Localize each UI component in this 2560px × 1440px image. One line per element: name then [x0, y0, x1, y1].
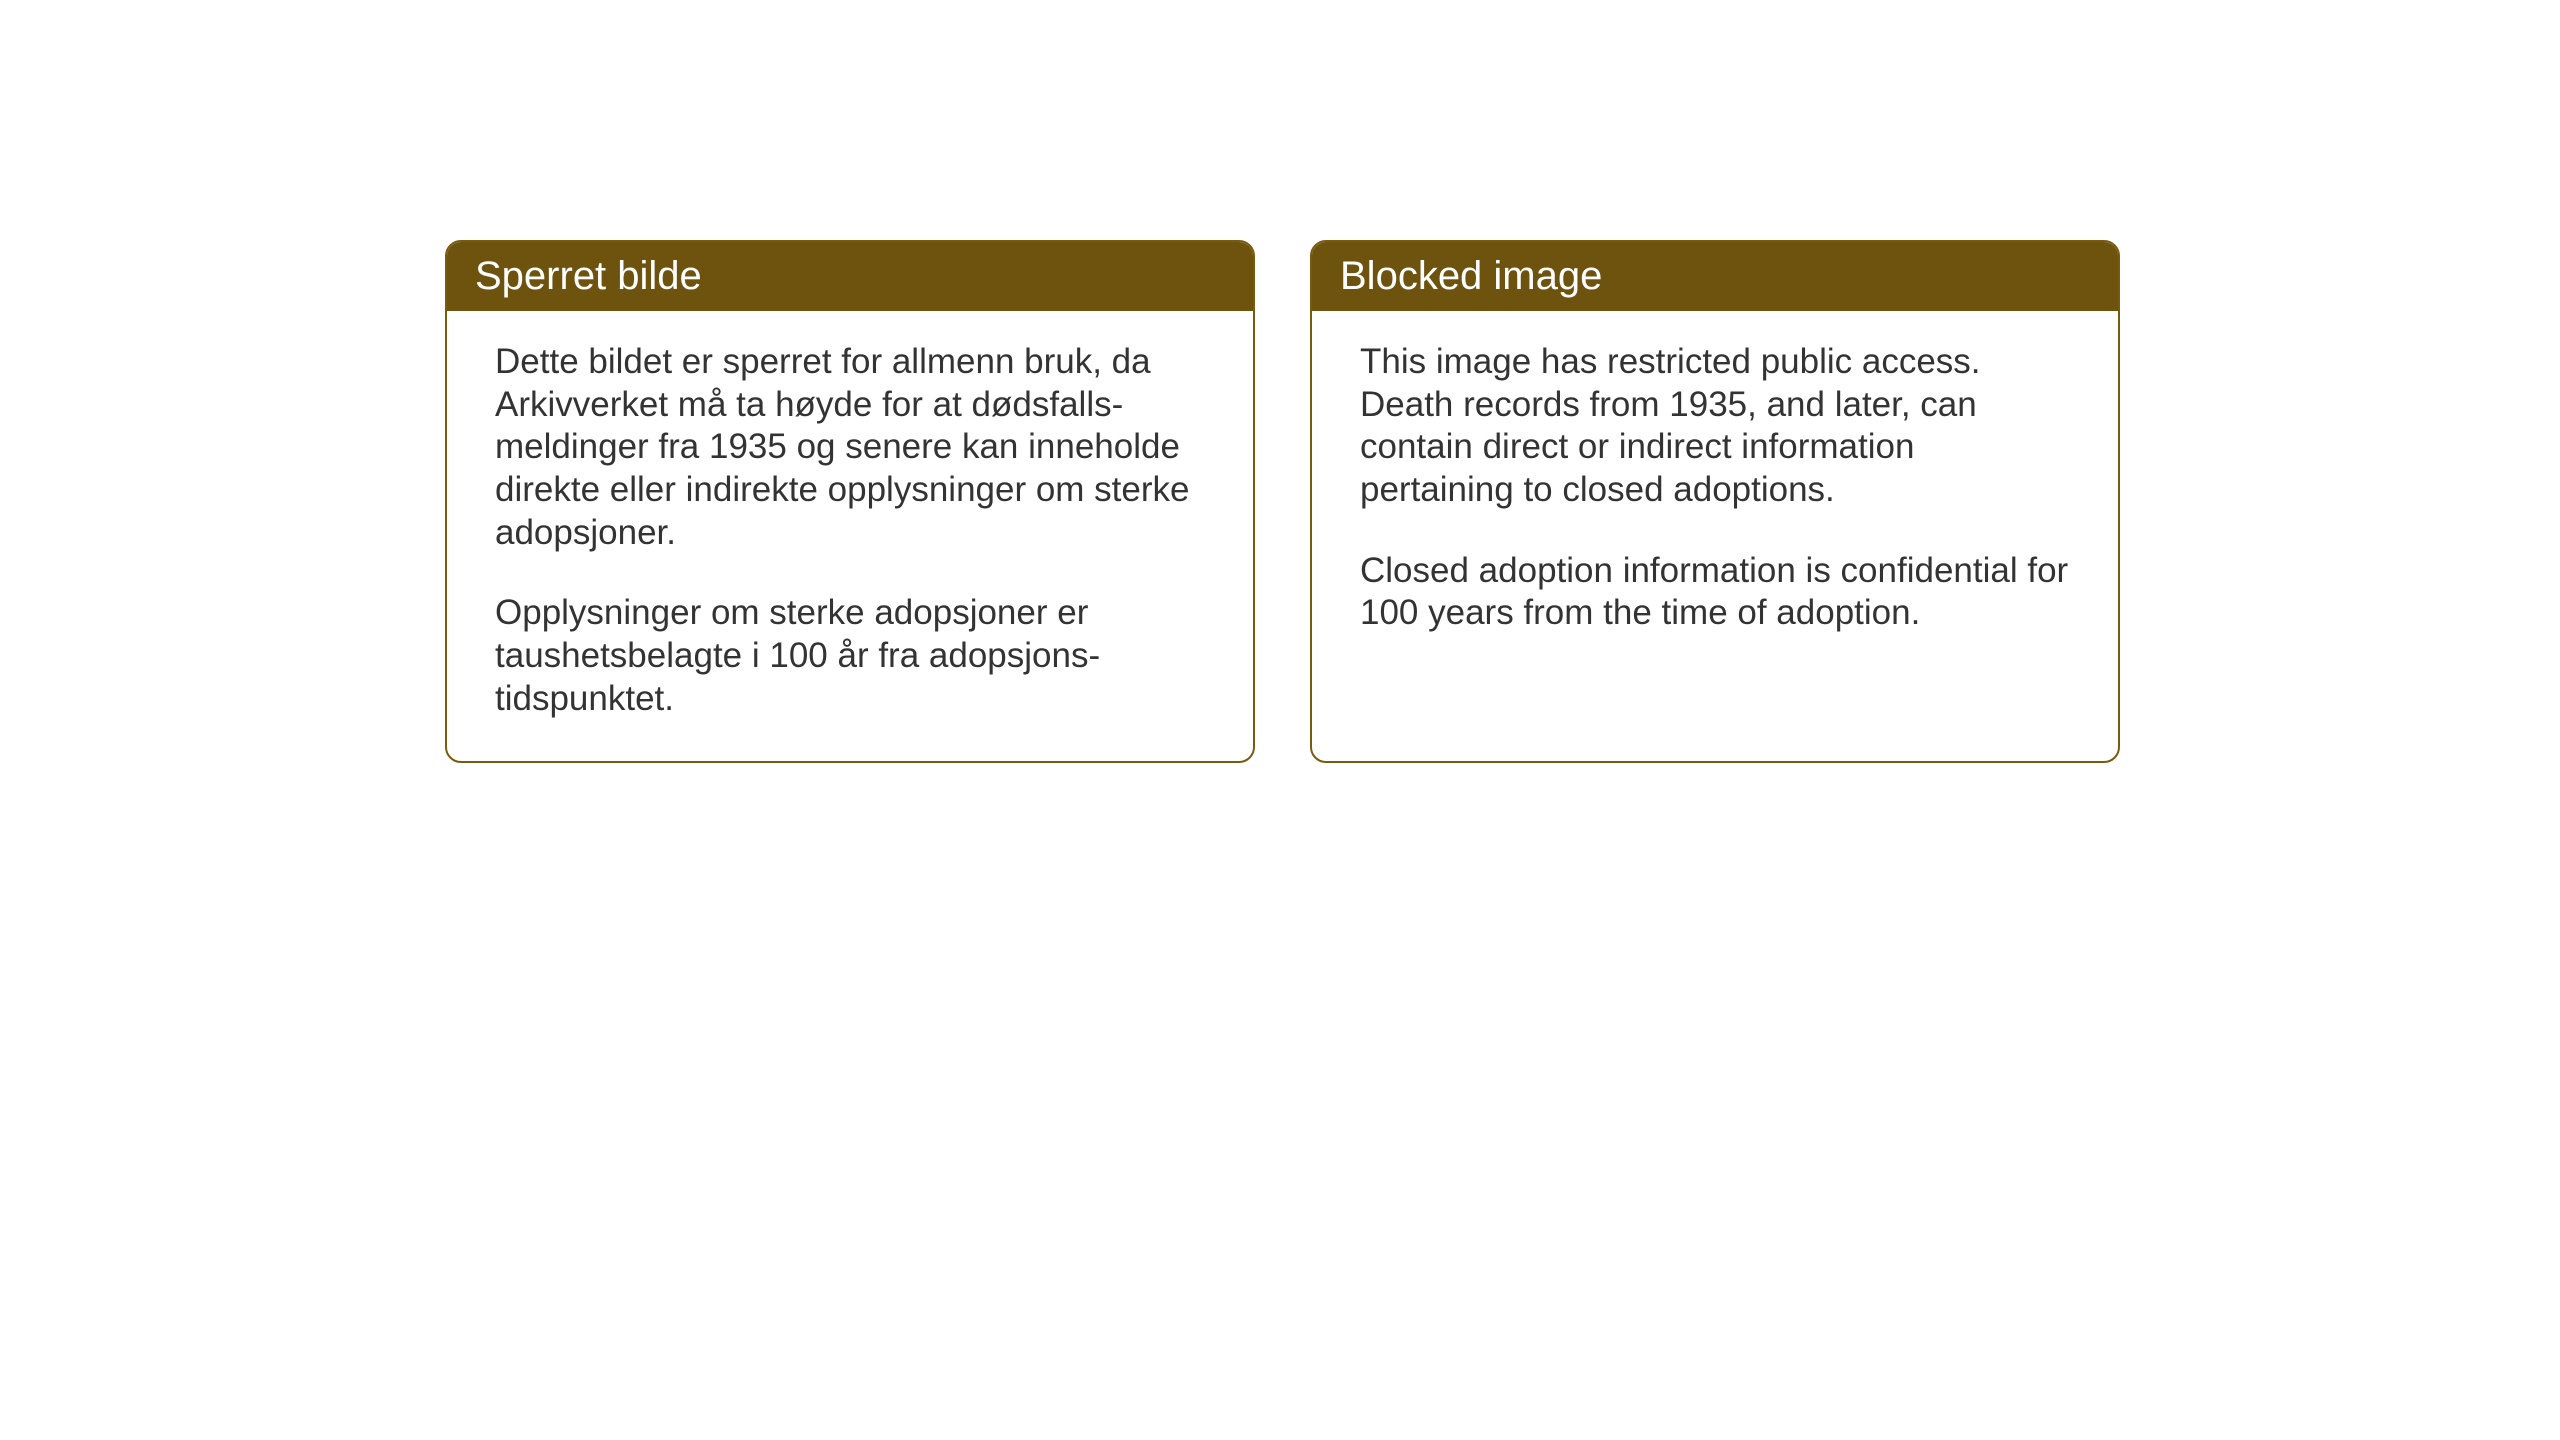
card-paragraph-1-english: This image has restricted public access.…: [1360, 341, 2070, 512]
card-english: Blocked image This image has restricted …: [1310, 240, 2120, 763]
card-body-norwegian: Dette bildet er sperret for allmenn bruk…: [447, 311, 1253, 761]
card-header-norwegian: Sperret bilde: [447, 242, 1253, 311]
card-body-english: This image has restricted public access.…: [1312, 311, 2118, 675]
card-title-norwegian: Sperret bilde: [475, 254, 702, 298]
card-paragraph-1-norwegian: Dette bildet er sperret for allmenn bruk…: [495, 341, 1205, 554]
card-norwegian: Sperret bilde Dette bildet er sperret fo…: [445, 240, 1255, 763]
card-header-english: Blocked image: [1312, 242, 2118, 311]
card-paragraph-2-norwegian: Opplysninger om sterke adopsjoner er tau…: [495, 592, 1205, 720]
cards-container: Sperret bilde Dette bildet er sperret fo…: [445, 240, 2120, 763]
card-title-english: Blocked image: [1340, 254, 1602, 298]
card-paragraph-2-english: Closed adoption information is confident…: [1360, 550, 2070, 635]
